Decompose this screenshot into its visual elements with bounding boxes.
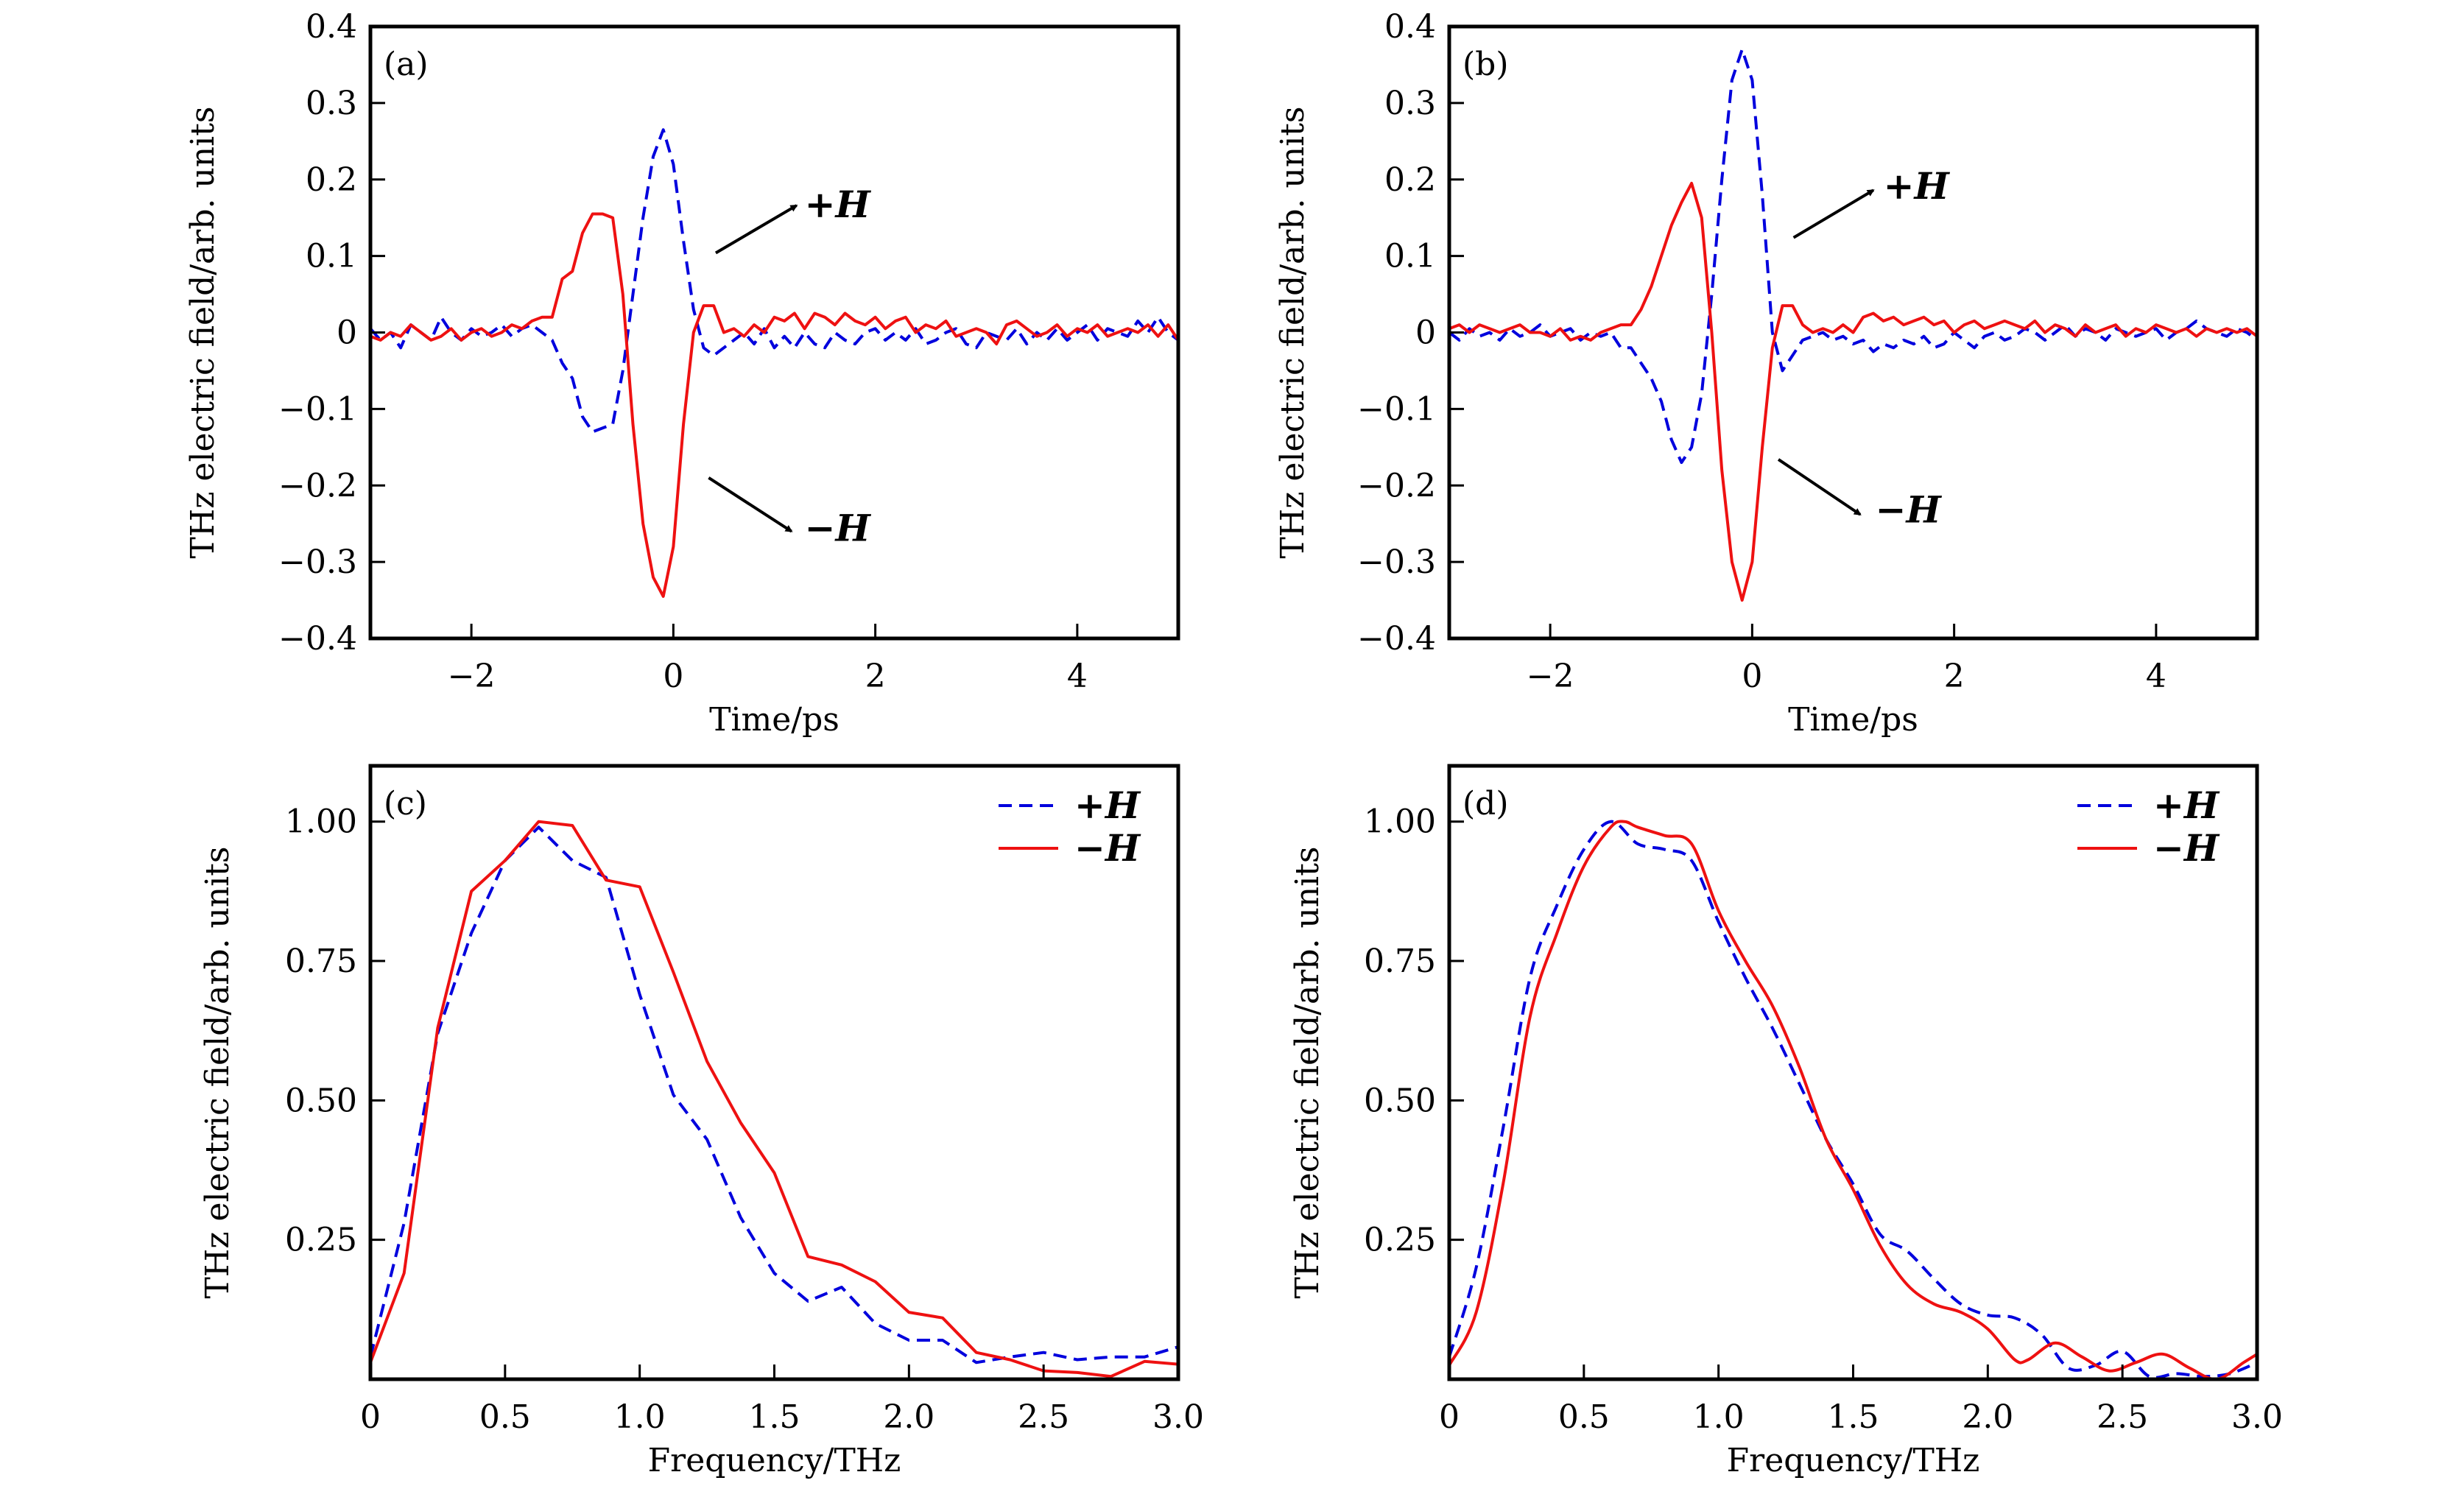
annotation-label: +H [805, 183, 872, 226]
annotation-arrow [714, 204, 798, 255]
x-tick-label: 0 [663, 658, 683, 695]
y-tick-label: 1.00 [1364, 803, 1436, 841]
x-tick-label: 2 [865, 658, 886, 695]
y-tick-label: 0 [1415, 314, 1436, 352]
x-tick-label: 1.5 [1828, 1398, 1879, 1436]
y-tick-label: 0.1 [1384, 238, 1436, 275]
x-tick-label: 1.5 [749, 1398, 800, 1436]
y-tick-label: 1.00 [285, 803, 357, 841]
y-tick-label: −0.1 [278, 390, 357, 428]
series-line-minus-h [370, 820, 1178, 1378]
annotation-label: −H [805, 506, 872, 549]
series-line-minus-h [1449, 181, 2257, 602]
x-axis-label: Frequency/THz [1727, 1442, 1980, 1479]
x-axis-label: Time/ps [1788, 701, 1918, 739]
y-tick-label: 0.75 [285, 943, 357, 980]
series-line-minus-h [1449, 820, 2257, 1379]
y-tick-label: −0.3 [278, 543, 357, 581]
x-axis-label: Frequency/THz [648, 1442, 901, 1479]
x-tick-label: −2 [448, 658, 496, 695]
annotation-arrow [1792, 189, 1875, 239]
x-tick-label: 2.5 [2097, 1398, 2148, 1436]
legend-entry: −H [2153, 826, 2220, 870]
y-tick-label: 0.25 [285, 1222, 357, 1259]
x-tick-label: 2.0 [1962, 1398, 2013, 1436]
y-tick-label: 0.4 [1384, 8, 1436, 46]
y-tick-label: 0.2 [306, 161, 357, 199]
series-line-plus-h [370, 825, 1178, 1364]
x-tick-label: 1.0 [1693, 1398, 1745, 1436]
annotation-arrow [1777, 458, 1862, 516]
series-line-minus-h [370, 212, 1178, 598]
panel-a: −2 0 2 4 −0.4 −0.3 −0.2 −0.1 0 0.1 0.2 0.3 0.4 Time/p… [184, 8, 1180, 739]
legend-entry: −H [1074, 826, 1141, 870]
panel-label: (d) [1462, 785, 1509, 823]
y-tick-label: −0.3 [1357, 543, 1436, 581]
x-tick-label: 4 [1067, 658, 1088, 695]
x-tick-label: 2.5 [1018, 1398, 1069, 1436]
y-tick-label: 0.2 [1384, 161, 1436, 199]
y-axis-label: THz electric field/arb. units [1289, 847, 1326, 1299]
y-tick-label: −0.2 [1357, 467, 1436, 504]
panel-label: (c) [384, 785, 427, 823]
series-line-plus-h [1449, 48, 2257, 465]
x-tick-label: 3.0 [1152, 1398, 1204, 1436]
y-axis-label: THz electric field/arb. units [184, 107, 222, 559]
x-tick-label: 0.5 [1558, 1398, 1610, 1436]
series-line-plus-h [1449, 820, 2257, 1379]
legend-entry: +H [2153, 784, 2220, 827]
annotation-label: +H [1884, 164, 1951, 208]
y-tick-label: 0.50 [1364, 1082, 1436, 1119]
series-line-plus-h [370, 128, 1178, 434]
y-tick-label: −0.2 [278, 467, 357, 504]
x-tick-label: 0 [1439, 1398, 1460, 1436]
y-tick-label: 0.75 [1364, 943, 1436, 980]
y-tick-label: 0.4 [306, 8, 357, 46]
x-tick-label: 3.0 [2231, 1398, 2283, 1436]
y-tick-label: 0.25 [1364, 1222, 1436, 1259]
x-tick-label: 0 [360, 1398, 381, 1436]
y-tick-label: −0.4 [278, 620, 357, 658]
panel-label: (a) [384, 46, 429, 83]
x-tick-label: −2 [1527, 658, 1574, 695]
plot-frame [1447, 764, 2259, 1381]
y-tick-label: −0.4 [1357, 620, 1436, 658]
legend-entry: +H [1074, 784, 1141, 827]
x-tick-label: 2.0 [883, 1398, 934, 1436]
x-tick-label: 4 [2146, 658, 2166, 695]
panel-d: 0 0.5 1.0 1.5 2.0 2.5 3.0 0.25 0.50 0.75 1.00 Frequ… [1289, 764, 2283, 1479]
panel-c: 0 0.5 1.0 1.5 2.0 2.5 3.0 0.25 0.50 0.75 1.00 Frequ… [199, 764, 1204, 1479]
annotation-label: −H [1876, 488, 1943, 532]
x-tick-label: 0 [1742, 658, 1762, 695]
y-tick-label: 0.50 [285, 1082, 357, 1119]
x-tick-label: 2 [1944, 658, 1965, 695]
panel-label: (b) [1462, 46, 1509, 83]
y-tick-label: 0 [337, 314, 357, 352]
y-axis-label: THz electric field/arb. units [1274, 107, 1312, 559]
panel-b: −2 0 2 4 −0.4 −0.3 −0.2 −0.1 0 0.1 0.2 0.3 0.4 Time/p… [1274, 8, 2259, 739]
y-tick-label: 0.1 [306, 238, 357, 275]
x-tick-label: 0.5 [479, 1398, 531, 1436]
y-tick-label: 0.3 [306, 85, 357, 122]
annotation-arrow [708, 476, 793, 533]
y-tick-label: 0.3 [1384, 85, 1436, 122]
y-tick-label: −0.1 [1357, 390, 1436, 428]
plot-frame [368, 764, 1180, 1381]
y-axis-label: THz electric field/arb. units [199, 847, 236, 1299]
x-tick-label: 1.0 [614, 1398, 666, 1436]
x-axis-label: Time/ps [709, 701, 839, 739]
